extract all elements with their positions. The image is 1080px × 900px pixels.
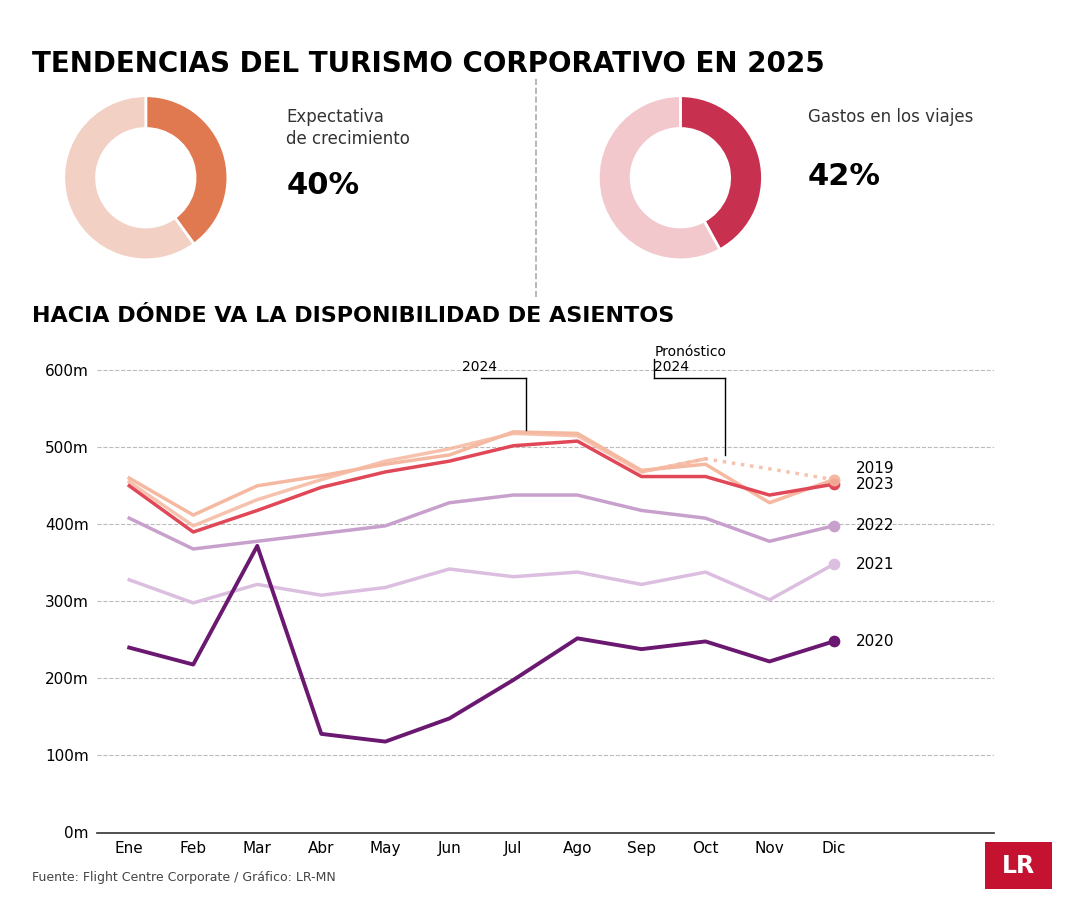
Wedge shape <box>146 95 228 244</box>
Text: Expectativa: Expectativa <box>286 108 384 126</box>
Text: 40%: 40% <box>286 171 360 200</box>
Text: 42%: 42% <box>808 162 881 191</box>
Text: 2024: 2024 <box>462 360 497 374</box>
Point <box>825 557 842 572</box>
Point <box>825 477 842 491</box>
Text: 2024: 2024 <box>654 360 689 374</box>
Point <box>825 518 842 533</box>
Wedge shape <box>64 95 194 260</box>
Wedge shape <box>598 95 720 260</box>
Text: 2023: 2023 <box>856 477 894 491</box>
Point <box>825 472 842 487</box>
Text: Gastos en los viajes: Gastos en los viajes <box>808 108 973 126</box>
Wedge shape <box>680 95 762 249</box>
Text: LR: LR <box>1002 854 1035 877</box>
Text: HACIA DÓNDE VA LA DISPONIBILIDAD DE ASIENTOS: HACIA DÓNDE VA LA DISPONIBILIDAD DE ASIE… <box>32 306 675 326</box>
Text: 2022: 2022 <box>856 518 894 534</box>
Text: 2021: 2021 <box>856 557 894 572</box>
Text: 2019: 2019 <box>856 461 894 475</box>
Point <box>825 472 842 487</box>
Point <box>825 634 842 649</box>
Text: Pronóstico: Pronóstico <box>654 345 726 359</box>
Text: Fuente: Flight Centre Corporate / Gráfico: LR-MN: Fuente: Flight Centre Corporate / Gráfic… <box>32 871 336 884</box>
Text: TENDENCIAS DEL TURISMO CORPORATIVO EN 2025: TENDENCIAS DEL TURISMO CORPORATIVO EN 20… <box>32 50 825 77</box>
Text: 2020: 2020 <box>856 634 894 649</box>
Text: de crecimiento: de crecimiento <box>286 130 410 148</box>
